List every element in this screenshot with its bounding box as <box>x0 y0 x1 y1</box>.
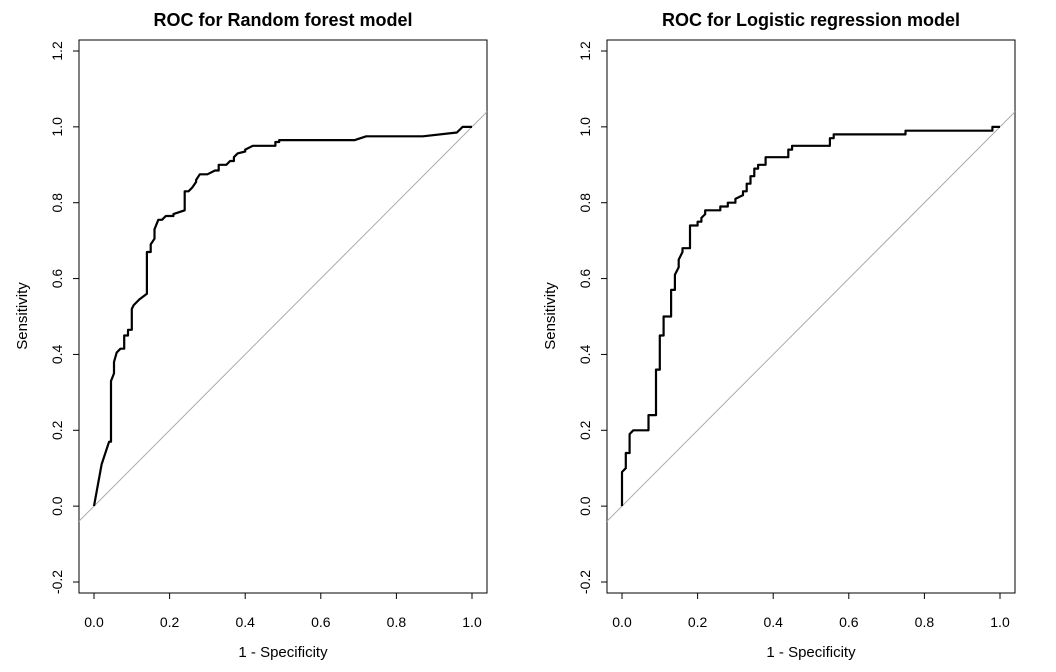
y-tick-label: 0.4 <box>49 344 65 364</box>
x-axis-label: 1 - Specificity <box>766 644 856 661</box>
y-tick-label: 0.8 <box>577 193 593 213</box>
plot-frame <box>606 39 1016 594</box>
plot-area <box>79 111 487 522</box>
y-tick-label: 0.6 <box>577 269 593 289</box>
y-axis-label: Sensitivity <box>14 282 31 350</box>
y-tick-label: 0.4 <box>577 344 593 364</box>
y-tick-label: 1.0 <box>49 117 65 137</box>
plot-area <box>607 111 1015 522</box>
x-tick-label: 0.6 <box>839 614 859 630</box>
x-tick-label: 1.0 <box>462 614 482 630</box>
x-tick-label: 0.0 <box>84 614 104 630</box>
x-axis-label: 1 - Specificity <box>238 644 328 661</box>
y-tick-label: -0.2 <box>49 570 65 594</box>
y-tick-label: 1.2 <box>577 41 593 61</box>
x-tick-label: 0.4 <box>235 614 255 630</box>
x-tick-label: 0.8 <box>387 614 407 630</box>
roc-curve-line <box>620 125 1000 507</box>
roc-random-forest-panel: ROC for Random forest model 0.0 0.2 0.4 0.6… <box>14 10 488 661</box>
chart-title: ROC for Logistic regression model <box>662 10 960 30</box>
y-axis: -0.2 0.0 0.2 0.4 0.6 0.8 1.0 1.2 <box>49 41 79 594</box>
y-tick-label: 0.2 <box>49 420 65 440</box>
y-axis-label: Sensitivity <box>542 282 559 350</box>
y-tick-label: 1.2 <box>49 41 65 61</box>
x-tick-label: 0.2 <box>688 614 708 630</box>
reference-diagonal-line <box>79 111 487 522</box>
x-tick-label: 0.0 <box>612 614 632 630</box>
y-axis: -0.2 0.0 0.2 0.4 0.6 0.8 1.0 1.2 <box>577 41 607 594</box>
y-tick-label: -0.2 <box>577 570 593 594</box>
y-tick-label: 0.2 <box>577 420 593 440</box>
x-tick-label: 0.2 <box>160 614 180 630</box>
y-tick-label: 0.0 <box>49 496 65 516</box>
y-tick-label: 0.8 <box>49 193 65 213</box>
x-tick-label: 0.6 <box>311 614 331 630</box>
y-tick-label: 0.6 <box>49 269 65 289</box>
y-tick-label: 0.0 <box>577 496 593 516</box>
x-tick-label: 1.0 <box>990 614 1010 630</box>
x-tick-label: 0.8 <box>915 614 935 630</box>
plot-frame <box>78 39 488 594</box>
roc-curve-line <box>92 125 472 507</box>
y-tick-label: 1.0 <box>577 117 593 137</box>
x-tick-label: 0.4 <box>763 614 783 630</box>
reference-diagonal-line <box>607 111 1015 522</box>
chart-title: ROC for Random forest model <box>153 10 412 30</box>
x-axis: 0.0 0.2 0.4 0.6 0.8 1.0 <box>612 593 1010 630</box>
x-axis: 0.0 0.2 0.4 0.6 0.8 1.0 <box>84 593 482 630</box>
roc-logistic-regression-panel: ROC for Logistic regression model 0.0 0.2… <box>542 10 1016 661</box>
